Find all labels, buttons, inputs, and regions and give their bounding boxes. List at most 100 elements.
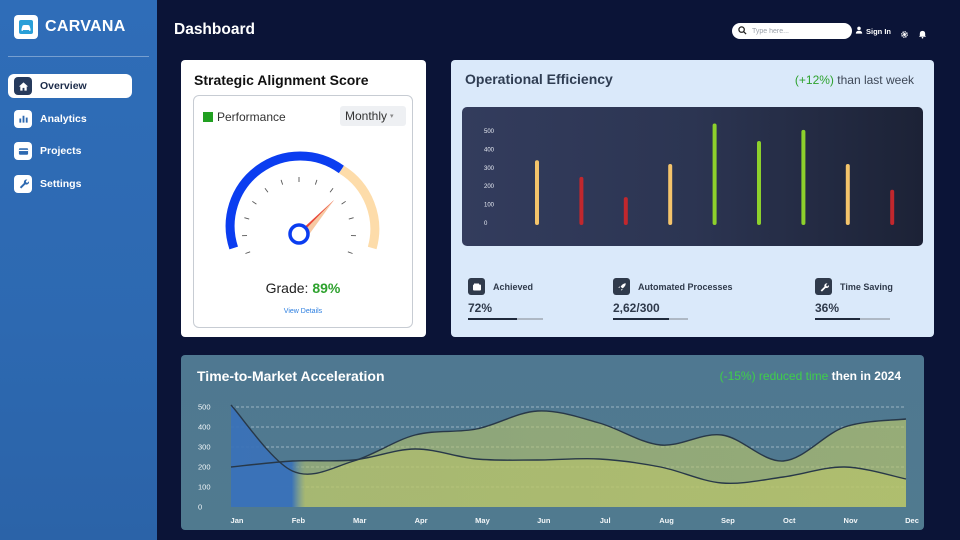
- y-tick-label: 0: [484, 221, 488, 227]
- bell-icon[interactable]: [918, 26, 927, 39]
- gauge-tick: [245, 251, 251, 254]
- legend: Performance: [203, 110, 286, 124]
- grade-value: 89%: [312, 280, 341, 296]
- y-tick-label: 500: [198, 403, 211, 412]
- gauge-tick: [280, 179, 284, 185]
- sidebar: CARVANA Overview Analytics Projects Sett: [0, 0, 157, 540]
- y-tick-label: 0: [198, 503, 202, 512]
- sidebar-item-label: Overview: [40, 80, 87, 92]
- trend-label: than last week: [837, 73, 914, 87]
- view-details-link[interactable]: View Details: [283, 308, 323, 315]
- car-logo-icon: [14, 15, 38, 39]
- divider: [8, 56, 149, 57]
- sidebar-item-overview[interactable]: Overview: [8, 74, 132, 98]
- gauge-tick: [348, 217, 354, 220]
- stat-achieved: Achieved 72%: [468, 278, 543, 320]
- y-tick-label: 500: [484, 129, 495, 135]
- x-tick-label: Nov: [844, 516, 859, 525]
- chevron-down-icon: ▾: [390, 113, 394, 120]
- strategic-alignment-card: Strategic Alignment Score Performance Mo…: [181, 60, 426, 337]
- stat-label: Achieved: [493, 281, 534, 292]
- stat-value: 36%: [815, 301, 840, 315]
- x-tick-label: Oct: [783, 516, 796, 525]
- page-title: Dashboard: [174, 21, 255, 38]
- gauge-tick: [347, 251, 353, 254]
- y-tick-label: 200: [484, 184, 495, 190]
- wrench-icon: [14, 174, 32, 193]
- search-box[interactable]: [732, 23, 852, 39]
- sidebar-nav: Overview Analytics Projects Settings: [8, 74, 132, 204]
- gauge-tick: [244, 217, 250, 220]
- trend-text: (+12%) than last week: [795, 73, 914, 87]
- stat-value: 2,62/300: [613, 301, 660, 315]
- x-tick-label: Mar: [353, 516, 366, 525]
- x-tick-label: Feb: [292, 516, 306, 525]
- legend-label: Performance: [217, 110, 286, 124]
- x-tick-label: Sep: [721, 516, 735, 525]
- y-tick-label: 400: [198, 423, 211, 432]
- wrench-icon: [815, 278, 832, 295]
- stat-label: Time Saving: [840, 281, 893, 292]
- trend-value: (-15%) reduced time: [719, 369, 829, 383]
- brand[interactable]: CARVANA: [14, 15, 126, 39]
- x-tick-label: Jul: [600, 516, 611, 525]
- series-line: [230, 448, 907, 485]
- x-tick-label: Apr: [415, 516, 428, 525]
- operational-efficiency-card: Operational Efficiency (+12%) than last …: [451, 60, 934, 337]
- user-icon: [855, 26, 863, 36]
- progress-fill: [815, 318, 860, 320]
- y-tick-label: 100: [484, 203, 495, 209]
- stat-automated-processes: Automated Processes 2,62/300: [613, 278, 733, 320]
- progress-bar: [613, 318, 688, 320]
- gauge-tick: [264, 188, 269, 193]
- grade: Grade: 89%: [194, 280, 412, 296]
- card-title: Operational Efficiency: [465, 71, 613, 87]
- stat-time-saving: Time Saving 36%: [815, 278, 893, 320]
- sidebar-item-projects[interactable]: Projects: [8, 139, 132, 163]
- y-tick-label: 400: [484, 147, 495, 153]
- y-tick-label: 300: [198, 443, 211, 452]
- y-tick-label: 300: [484, 166, 495, 172]
- sidebar-item-label: Settings: [40, 177, 82, 190]
- bar-chart-icon: [14, 109, 32, 128]
- sidebar-item-analytics[interactable]: Analytics: [8, 107, 132, 131]
- progress-fill: [468, 318, 517, 320]
- period-select-value: Monthly: [345, 109, 388, 123]
- period-select[interactable]: Monthly ▾: [340, 106, 406, 126]
- series-line: [230, 404, 907, 475]
- gauge-tick: [314, 179, 318, 185]
- search-icon: [738, 22, 747, 40]
- area-chart-svg: 0 100 200 300 400 500 Jan Feb Mar Apr May Jun Jul Aug…: [198, 403, 919, 526]
- gear-icon[interactable]: [900, 26, 909, 38]
- home-icon: [14, 77, 32, 95]
- sign-in-link[interactable]: Sign In: [855, 26, 891, 36]
- x-tick-label: Dec: [905, 516, 919, 525]
- progress-fill: [613, 318, 670, 320]
- sidebar-item-label: Projects: [40, 145, 82, 157]
- sign-in-label: Sign In: [866, 26, 891, 36]
- x-tick-label: Jan: [231, 516, 244, 525]
- trend-value: (+12%): [794, 73, 834, 87]
- trend-text: (-15%) reduced time then in 2024: [720, 369, 901, 383]
- efficiency-bar-chart: 0 100 200 300 400 500: [462, 107, 923, 246]
- credit-card-icon: [14, 142, 32, 160]
- progress-bar: [468, 318, 543, 320]
- y-tick-label: 200: [198, 463, 211, 472]
- x-tick-label: Aug: [659, 516, 674, 525]
- bar-chart-svg: 0 100 200 300 400 500: [484, 123, 895, 227]
- search-input[interactable]: [752, 27, 842, 35]
- card-title: Strategic Alignment Score: [194, 72, 369, 88]
- area-fill: [231, 448, 906, 507]
- gauge-tick: [329, 188, 334, 193]
- stat-label: Automated Processes: [638, 281, 733, 292]
- card-title: Time-to-Market Acceleration: [197, 368, 385, 384]
- gauge-panel: Performance Monthly ▾ Grade: 89% View De…: [193, 95, 413, 328]
- x-tick-label: May: [475, 516, 490, 525]
- progress-bar: [815, 318, 890, 320]
- trend-label: then in 2024: [831, 369, 901, 383]
- wallet-icon: [468, 278, 485, 295]
- sidebar-item-settings[interactable]: Settings: [8, 172, 132, 196]
- gauge-tick: [341, 200, 346, 205]
- stat-value: 72%: [468, 301, 493, 315]
- brand-name: CARVANA: [45, 18, 126, 35]
